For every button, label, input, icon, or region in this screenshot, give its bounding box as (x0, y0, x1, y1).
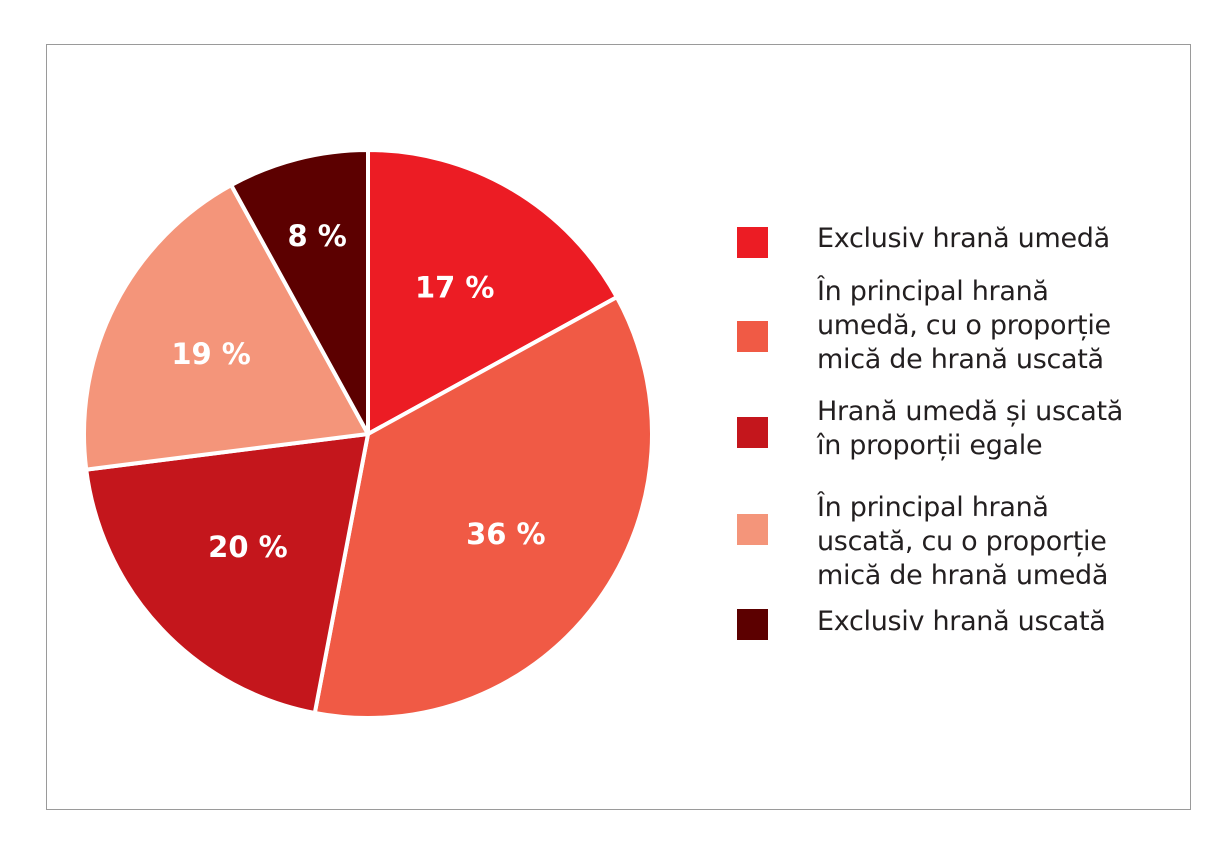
slice-label: 8 % (287, 219, 346, 253)
legend-swatch (737, 417, 768, 448)
legend-swatch (737, 609, 768, 640)
legend-swatch (737, 227, 768, 258)
slice-label: 36 % (466, 517, 546, 551)
slice-label: 17 % (415, 270, 495, 304)
slice-label: 20 % (208, 530, 288, 564)
pie-slice (366, 148, 619, 436)
legend-label: Exclusiv hrană umedă (817, 223, 1110, 254)
slice-label: 19 % (171, 337, 251, 371)
legend-swatch (737, 514, 768, 545)
legend-label: În principal hrană umedă, cu o proporție… (817, 276, 1111, 375)
pie-slice (229, 148, 370, 436)
legend-swatch (737, 321, 768, 352)
legend-label: Exclusiv hrană uscată (817, 606, 1106, 637)
legend-label: Hrană umedă și uscată în proporții egale (817, 396, 1124, 461)
chart-frame (46, 44, 1191, 810)
pie-slice (82, 183, 370, 472)
pie-slice (84, 432, 370, 715)
legend-label: În principal hrană uscată, cu o proporți… (817, 492, 1109, 591)
pie-slice (312, 295, 654, 720)
